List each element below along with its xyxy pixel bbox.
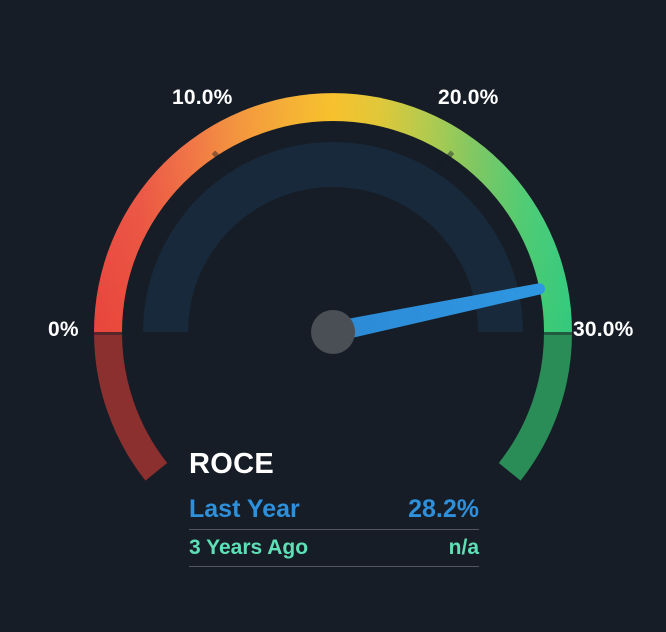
info-row-last-year-label: Last Year (189, 495, 300, 523)
under-range-arc (93, 332, 168, 481)
over-range-arc (498, 332, 573, 481)
metric-title: ROCE (189, 448, 274, 480)
info-row-three-years-ago: 3 Years Ago n/a (189, 536, 479, 567)
info-row-last-year-value: 28.2% (408, 495, 479, 523)
gauge-inner-track (143, 142, 523, 332)
info-row-three-years-ago-label: 3 Years Ago (189, 536, 309, 559)
axis-label-0: 0% (48, 318, 79, 341)
axis-label-10: 10.0% (172, 86, 233, 109)
axis-label-20: 20.0% (438, 86, 499, 109)
gauge-arc-sheen (94, 93, 572, 333)
metric-info-block: ROCE Last Year 28.2% 3 Years Ago n/a (189, 450, 479, 567)
gauge-needle-hub (311, 310, 355, 354)
info-row-last-year: Last Year 28.2% (189, 495, 479, 530)
info-row-three-years-ago-value: n/a (448, 536, 479, 559)
gauge-needle (322, 283, 546, 343)
axis-label-30: 30.0% (573, 318, 634, 341)
